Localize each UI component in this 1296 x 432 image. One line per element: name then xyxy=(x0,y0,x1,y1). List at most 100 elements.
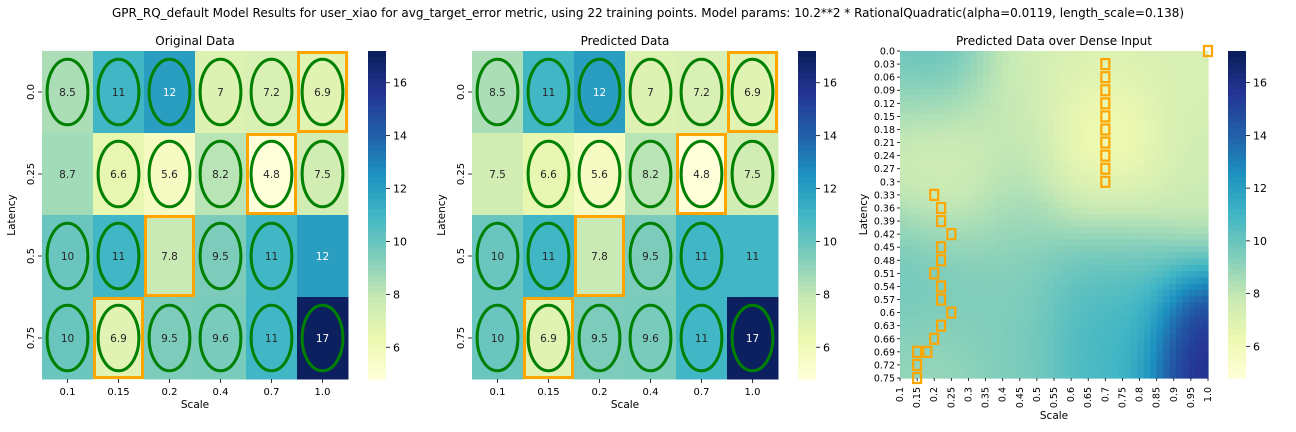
dense-cell xyxy=(1150,76,1158,84)
highlighted-point-box xyxy=(1100,123,1111,136)
dense-cell xyxy=(1143,164,1151,172)
dense-cell xyxy=(1098,308,1106,316)
dense-cell xyxy=(944,289,952,297)
dense-cell xyxy=(1131,107,1139,115)
dense-cell xyxy=(977,289,985,297)
dense-cell xyxy=(951,208,959,216)
dense-cell xyxy=(970,371,978,379)
dense-cell xyxy=(1066,113,1074,121)
training-point-ellipse xyxy=(475,303,520,373)
dense-cell xyxy=(1195,183,1203,190)
dense-cell xyxy=(1175,145,1183,153)
dense-cell xyxy=(1009,76,1017,84)
dense-cell xyxy=(1041,296,1049,304)
dense-cell xyxy=(996,264,1004,272)
dense-cell xyxy=(1175,315,1183,323)
dense-cell xyxy=(906,101,914,109)
dense-cell xyxy=(1182,239,1190,247)
dense-cell xyxy=(1195,371,1203,379)
dense-cell xyxy=(1175,170,1183,178)
dense-cell xyxy=(970,183,978,190)
dense-cell xyxy=(1169,352,1177,360)
dense-cell xyxy=(996,359,1004,367)
dense-cell xyxy=(1175,157,1183,165)
dense-cell xyxy=(1182,126,1190,134)
dense-cell xyxy=(964,302,972,310)
dense-cell xyxy=(1086,95,1094,102)
dense-cell xyxy=(1195,164,1203,172)
dense-cell xyxy=(1086,63,1094,71)
dense-cell xyxy=(1201,258,1209,266)
dense-cell xyxy=(1041,157,1049,165)
x-tick-label: 0.3 xyxy=(963,387,974,402)
dense-cell xyxy=(977,220,985,228)
dense-cell xyxy=(983,208,991,216)
dense-cell xyxy=(1131,258,1139,266)
heatmap-cell xyxy=(195,297,247,380)
dense-cell xyxy=(1105,208,1113,216)
dense-cell xyxy=(1111,176,1119,184)
dense-cell xyxy=(1143,51,1151,58)
dense-cell xyxy=(1131,208,1139,216)
dense-cell xyxy=(1079,82,1087,90)
dense-cell xyxy=(1021,113,1029,121)
dense-cell xyxy=(1175,195,1183,203)
dense-cell xyxy=(1124,76,1132,84)
dense-cell xyxy=(1156,352,1164,360)
dense-cell xyxy=(1188,233,1196,241)
dense-cell xyxy=(1156,195,1164,203)
dense-cell xyxy=(996,88,1004,96)
dense-cell xyxy=(1054,308,1062,316)
dense-cell xyxy=(1002,126,1010,134)
dense-cell xyxy=(970,321,978,329)
dense-cell xyxy=(1015,195,1023,203)
dense-cell xyxy=(1073,220,1081,228)
dense-cell xyxy=(1201,214,1209,222)
dense-cell xyxy=(1009,63,1017,71)
dense-cell xyxy=(1131,63,1139,71)
dense-cell xyxy=(932,113,940,121)
training-point-ellipse xyxy=(300,303,345,373)
dense-cell xyxy=(1111,195,1119,203)
dense-cell xyxy=(1066,333,1074,341)
dense-cell xyxy=(1041,315,1049,323)
dense-cell xyxy=(1047,88,1055,96)
dense-cell xyxy=(1137,264,1145,272)
dense-cell xyxy=(1086,296,1094,304)
dense-cell xyxy=(1143,201,1151,209)
dense-cell xyxy=(1143,321,1151,329)
dense-cell xyxy=(1086,340,1094,348)
dense-cell xyxy=(1073,151,1081,159)
training-point-ellipse xyxy=(300,57,345,127)
dense-cell xyxy=(1175,227,1183,234)
dense-cell xyxy=(1034,289,1042,297)
dense-cell xyxy=(1021,139,1029,146)
y-axis-label: Latency xyxy=(6,194,18,236)
dense-cell xyxy=(1066,139,1074,146)
dense-cell xyxy=(944,201,952,209)
dense-cell xyxy=(1124,264,1132,272)
dense-cell xyxy=(925,176,933,184)
dense-cell xyxy=(1201,227,1209,234)
dense-cell xyxy=(1137,289,1145,297)
dense-cell xyxy=(1060,164,1068,172)
dense-cell xyxy=(1021,183,1029,190)
dense-cell xyxy=(951,296,959,304)
dense-cell xyxy=(1092,88,1100,96)
dense-cell xyxy=(1201,120,1209,128)
dense-cell xyxy=(1002,277,1010,285)
training-point-ellipse xyxy=(96,221,141,291)
dense-cell xyxy=(970,76,978,84)
dense-cell xyxy=(1156,296,1164,304)
dense-cell xyxy=(1201,132,1209,140)
dense-cell xyxy=(1060,371,1068,379)
dense-cell xyxy=(964,365,972,373)
dense-cell xyxy=(1182,352,1190,360)
heatmap-cell xyxy=(574,215,626,298)
dense-cell xyxy=(900,308,908,316)
dense-cell xyxy=(964,352,972,360)
dense-cell xyxy=(989,151,997,159)
dense-cell xyxy=(1009,220,1017,228)
dense-cell xyxy=(944,157,952,165)
dense-cell xyxy=(983,170,991,178)
